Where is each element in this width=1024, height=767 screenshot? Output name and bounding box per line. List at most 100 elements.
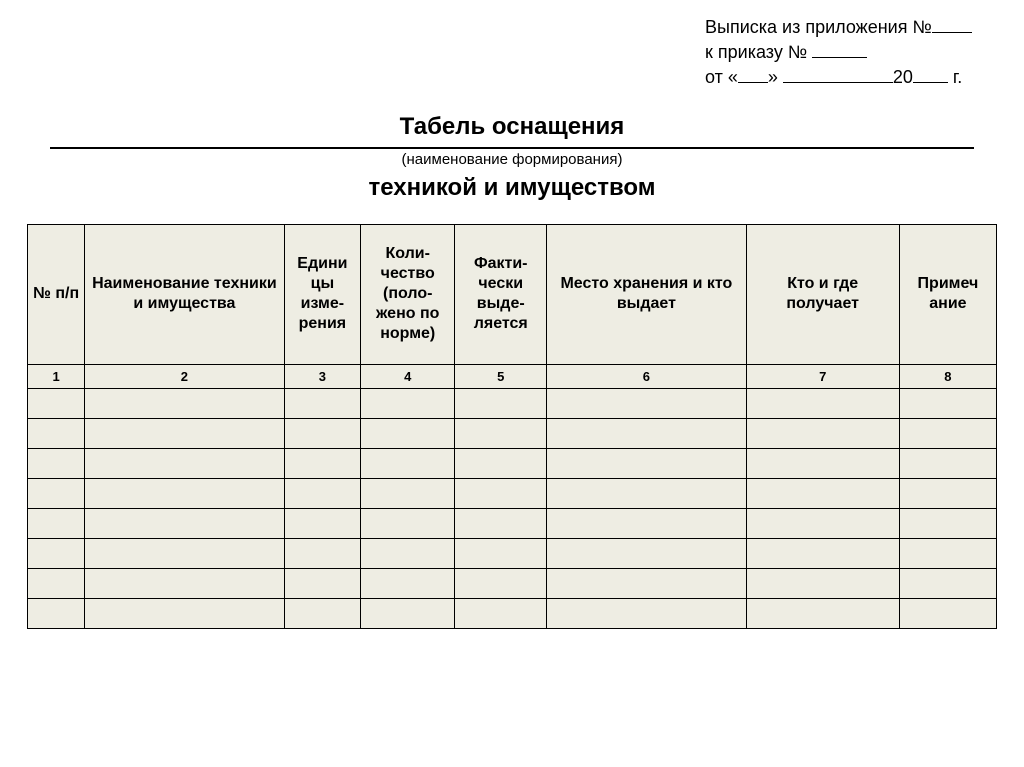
title-line-1: Табель оснащения <box>25 113 999 141</box>
table-column-number-cell: 4 <box>361 364 455 388</box>
table-cell <box>746 418 899 448</box>
table-cell <box>746 388 899 418</box>
table-cell <box>547 538 746 568</box>
table-cell <box>899 538 996 568</box>
ref-line1-text: Выписка из приложения № <box>705 17 932 37</box>
table-column-number-cell: 7 <box>746 364 899 388</box>
table-cell <box>455 448 547 478</box>
table-cell <box>455 478 547 508</box>
table-cell <box>547 448 746 478</box>
table-cell <box>85 598 284 628</box>
table-cell <box>85 568 284 598</box>
table-cell <box>284 418 361 448</box>
table-cell <box>547 568 746 598</box>
table-row <box>28 388 997 418</box>
table-cell <box>899 448 996 478</box>
table-header-row: № п/пНаименование техники и имуществаЕди… <box>28 224 997 364</box>
table-cell <box>455 598 547 628</box>
table-cell <box>361 418 455 448</box>
table-cell <box>361 478 455 508</box>
table-cell <box>28 538 85 568</box>
table-cell <box>28 568 85 598</box>
table-column-number-cell: 3 <box>284 364 361 388</box>
title-line-2: техникой и имуществом <box>25 174 999 202</box>
table-cell <box>85 418 284 448</box>
table-cell <box>455 538 547 568</box>
table-cell <box>284 568 361 598</box>
table-cell <box>746 448 899 478</box>
table-cell <box>85 388 284 418</box>
blank-day <box>738 82 768 83</box>
table-header-cell: Кто и где получает <box>746 224 899 364</box>
table-cell <box>746 508 899 538</box>
table-cell <box>455 418 547 448</box>
table-cell <box>547 478 746 508</box>
table-cell <box>284 448 361 478</box>
table-row <box>28 418 997 448</box>
table-column-number-cell: 8 <box>899 364 996 388</box>
table-cell <box>547 388 746 418</box>
table-cell <box>361 448 455 478</box>
table-cell <box>85 448 284 478</box>
table-cell <box>746 478 899 508</box>
ref-line-3: от « » 20 г. <box>705 65 999 90</box>
table-cell <box>28 418 85 448</box>
blank-year <box>913 82 948 83</box>
table-cell <box>85 508 284 538</box>
table-cell <box>746 598 899 628</box>
table-cell <box>28 448 85 478</box>
table-column-number-row: 12345678 <box>28 364 997 388</box>
ref-line3-year-prefix: 20 <box>893 67 913 87</box>
table-cell <box>361 538 455 568</box>
table-cell <box>547 598 746 628</box>
ref-line3-from: от « <box>705 67 738 87</box>
table-cell <box>28 478 85 508</box>
table-cell <box>899 508 996 538</box>
table-cell <box>361 568 455 598</box>
equipment-table: № п/пНаименование техники и имуществаЕди… <box>27 224 997 629</box>
table-cell <box>455 508 547 538</box>
table-column-number-cell: 2 <box>85 364 284 388</box>
table-cell <box>361 508 455 538</box>
blank-appendix-number <box>932 32 972 33</box>
table-cell <box>746 568 899 598</box>
table-cell <box>899 478 996 508</box>
table-cell <box>361 598 455 628</box>
ref-line2-text: к приказу № <box>705 42 812 62</box>
table-header-cell: № п/п <box>28 224 85 364</box>
ref-line3-mid: » <box>768 67 783 87</box>
ref-line-2: к приказу № <box>705 40 999 65</box>
table-cell <box>899 568 996 598</box>
ref-line-1: Выписка из приложения № <box>705 15 999 40</box>
table-cell <box>899 598 996 628</box>
table-cell <box>284 388 361 418</box>
table-cell <box>547 508 746 538</box>
formation-name-caption: (наименование формирования) <box>25 151 999 168</box>
table-cell <box>284 538 361 568</box>
table-row <box>28 478 997 508</box>
table-header-cell: Единицы изме-рения <box>284 224 361 364</box>
table-row <box>28 448 997 478</box>
blank-order-number <box>812 57 867 58</box>
table-cell <box>28 508 85 538</box>
table-row <box>28 568 997 598</box>
table-cell <box>85 478 284 508</box>
table-cell <box>284 478 361 508</box>
table-cell <box>28 388 85 418</box>
table-header-cell: Факти-чески выде-ляется <box>455 224 547 364</box>
table-cell <box>746 538 899 568</box>
table-row <box>28 538 997 568</box>
ref-line3-suffix: г. <box>948 67 962 87</box>
table-column-number-cell: 5 <box>455 364 547 388</box>
table-row <box>28 598 997 628</box>
table-cell <box>899 418 996 448</box>
table-cell <box>28 598 85 628</box>
table-cell <box>455 388 547 418</box>
document-reference-block: Выписка из приложения № к приказу № от «… <box>705 15 999 91</box>
table-cell <box>85 538 284 568</box>
table-cell <box>361 388 455 418</box>
table-cell <box>455 568 547 598</box>
table-cell <box>899 388 996 418</box>
table-header-cell: Примечание <box>899 224 996 364</box>
table-cell <box>284 598 361 628</box>
